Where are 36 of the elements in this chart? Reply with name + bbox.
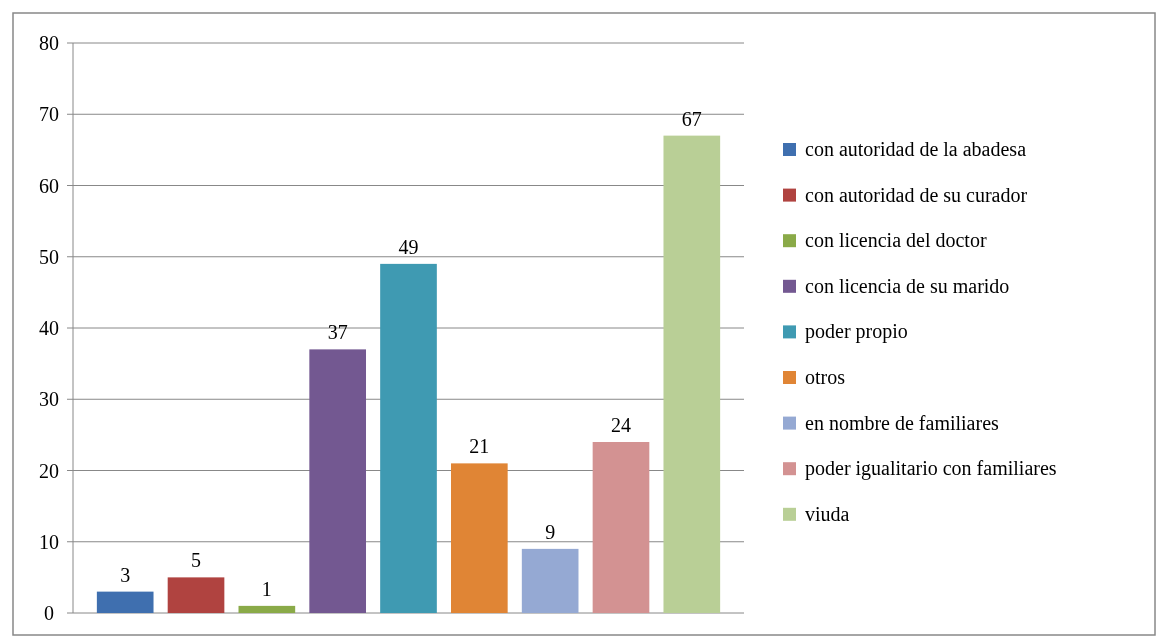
data-label: 3 [120,563,131,586]
bar [592,442,650,613]
legend-label: con licencia del doctor [805,229,987,252]
y-tick-label: 20 [39,459,59,482]
bar [96,591,154,613]
data-label: 67 [681,107,702,130]
data-label: 24 [610,414,631,436]
legend-label: con licencia de su marido [805,274,1010,297]
data-label: 5 [191,549,202,572]
y-tick-label: 40 [39,317,59,339]
legend-label: poder igualitario con familiares [805,457,1057,481]
data-label: 37 [327,321,348,344]
legend-label: con autoridad de su curador [805,183,1028,206]
y-tick-label: 10 [39,530,59,553]
bar [309,349,366,613]
y-tick-label: 60 [39,174,59,197]
legend-label: otros [805,366,846,388]
legend-label: poder propio [805,320,908,344]
y-tick-label: 50 [39,245,59,268]
y-tick-label: 80 [39,32,59,54]
y-tick-label: 70 [39,103,59,126]
y-tick-label: 30 [39,388,59,411]
legend-label: con autoridad de la abadesa [805,138,1027,160]
bar [380,263,437,613]
bar [451,463,508,613]
bar [663,135,721,613]
bar [521,548,579,613]
bar [167,577,225,613]
data-label: 49 [398,235,419,258]
data-label: 1 [261,577,272,600]
data-label: 21 [469,435,490,458]
data-label: 9 [545,520,556,543]
legend-label: en nombre de familiares [805,411,1000,434]
y-tick-label: 0 [44,602,54,624]
bar [238,605,296,613]
legend-label: viuda [805,502,850,525]
